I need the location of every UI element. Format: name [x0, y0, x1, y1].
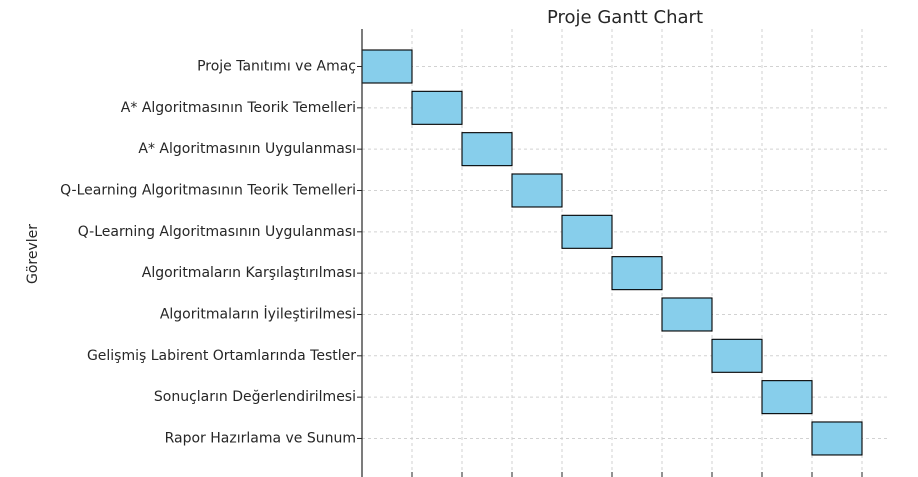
bars-layer — [361, 49, 863, 456]
y-tick-label: A* Algoritmasının Teorik Temelleri — [121, 100, 356, 116]
y-tick-label: Q-Learning Algoritmasının Uygulanması — [78, 224, 356, 240]
gantt-bar — [811, 421, 863, 456]
y-tick-label: Algoritmaların İyileştirilmesi — [160, 304, 356, 322]
chart-title: Proje Gantt Chart — [547, 7, 703, 28]
y-tick-label: Sonuçların Değerlendirilmesi — [154, 389, 356, 405]
y-tick-labels: Proje Tanıtımı ve Amaç A* Algoritmasının … — [60, 59, 356, 447]
gantt-bar — [761, 380, 813, 415]
gantt-bar — [461, 132, 513, 167]
y-tick-label: A* Algoritmasının Uygulanması — [138, 141, 356, 157]
gantt-bar — [611, 256, 663, 291]
y-tick-label: Gelişmiş Labirent Ortamlarında Testler — [87, 348, 356, 364]
y-tick-label: Algoritmaların Karşılaştırılması — [142, 265, 356, 281]
gantt-bar — [511, 173, 563, 208]
y-tick-label: Proje Tanıtımı ve Amaç — [197, 59, 356, 75]
gantt-bar — [361, 49, 413, 84]
y-tick-label: Q-Learning Algoritmasının Teorik Temelle… — [60, 182, 356, 198]
y-axis-label: Görevler — [25, 224, 41, 284]
ticks-layer — [357, 66, 863, 477]
gantt-bar — [561, 214, 613, 249]
gantt-bar — [411, 90, 463, 125]
gantt-bar — [711, 338, 763, 373]
gantt-bar — [661, 297, 713, 332]
y-tick-label: Rapor Hazırlama ve Sunum — [165, 430, 356, 446]
